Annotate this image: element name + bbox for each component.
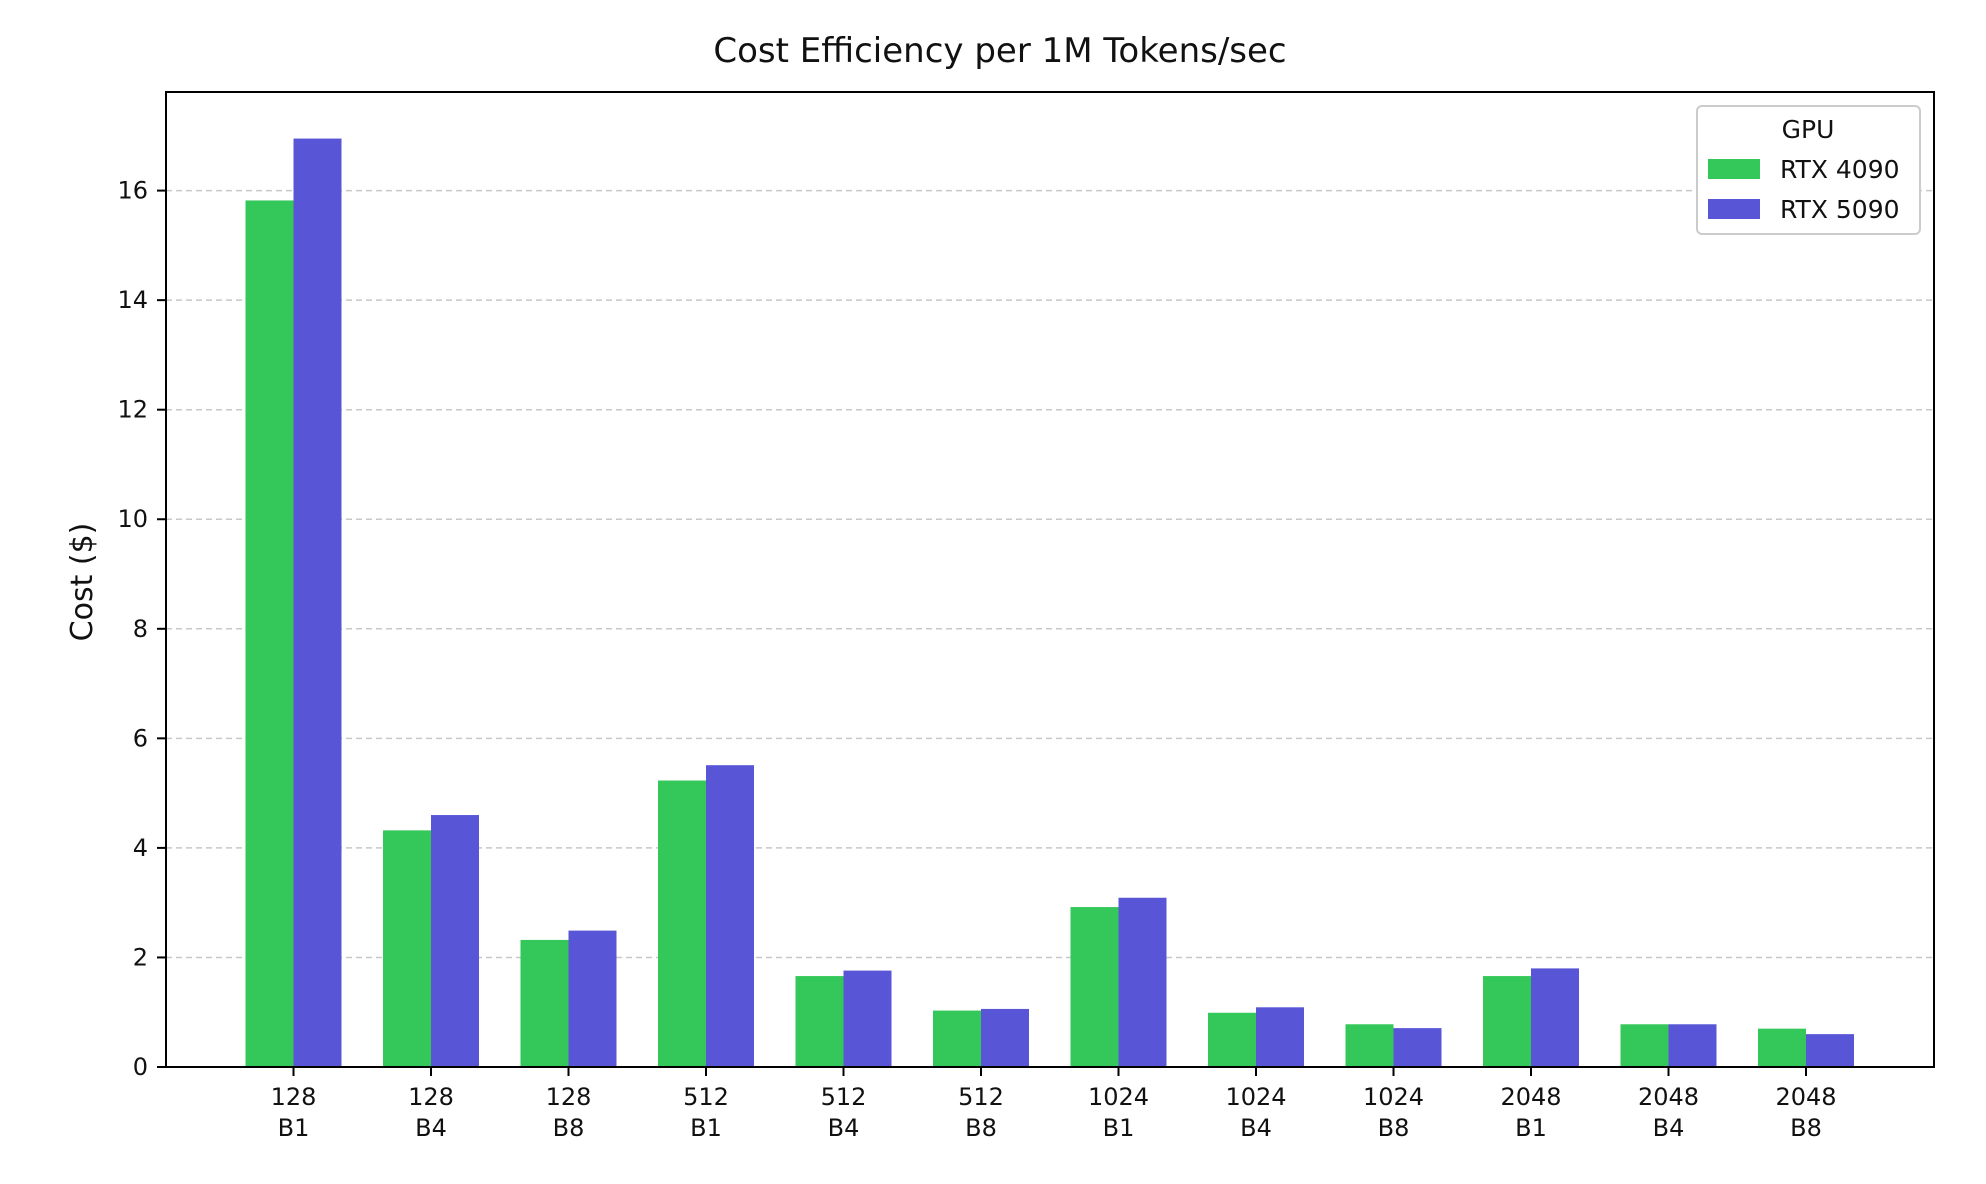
bar-rtx-5090-10 [1668, 1024, 1717, 1067]
x-tick-label: 512 B1 [683, 1083, 729, 1142]
bar-rtx-4090-3 [658, 780, 706, 1067]
y-axis-ticks: 0 2 4 6 8 10 12 14 16 [117, 177, 166, 1081]
x-axis-ticks: 128 B1 128 B4 128 B8 512 B1 512 B4 512 B8 1024 B1 1024… [271, 1067, 1837, 1142]
bar-rtx-4090-7 [1208, 1012, 1256, 1067]
x-tick-label: 2048 B4 [1638, 1083, 1699, 1142]
y-tick-label: 6 [133, 724, 148, 752]
y-tick-label: 4 [133, 834, 148, 862]
legend-title: GPU [1782, 115, 1835, 144]
legend-swatch-rtx-5090 [1708, 199, 1760, 219]
bar-rtx-5090-2 [568, 930, 617, 1067]
x-tick-label: 128 B4 [408, 1083, 454, 1142]
y-tick-label: 14 [117, 286, 148, 314]
y-tick-label: 0 [133, 1053, 148, 1081]
legend-swatch-rtx-4090 [1708, 159, 1760, 179]
x-tick-label: 1024 B8 [1363, 1083, 1424, 1142]
y-tick-label: 10 [117, 505, 148, 533]
x-tick-label: 128 B8 [546, 1083, 592, 1142]
bar-rtx-5090-3 [706, 765, 754, 1067]
x-tick-label: 512 B4 [821, 1083, 867, 1142]
x-tick-label: 1024 B4 [1225, 1083, 1286, 1142]
chart-title: Cost Efficiency per 1M Tokens/sec [713, 31, 1286, 71]
bar-rtx-4090-6 [1070, 907, 1119, 1067]
bar-rtx-4090-0 [245, 200, 294, 1067]
x-tick-label: 128 B1 [271, 1083, 317, 1142]
plot-frame [165, 91, 1935, 1068]
y-axis-label: Cost ($) [65, 523, 100, 642]
bars [245, 138, 1854, 1068]
bar-rtx-5090-9 [1531, 968, 1579, 1067]
legend-label-rtx-5090: RTX 5090 [1780, 195, 1900, 224]
bar-rtx-4090-4 [795, 976, 844, 1067]
x-tick-label: 512 B8 [958, 1083, 1004, 1142]
bar-rtx-5090-1 [431, 815, 479, 1067]
bar-rtx-4090-9 [1483, 976, 1531, 1067]
x-tick-label: 2048 B1 [1500, 1083, 1561, 1142]
legend: GPU RTX 4090 RTX 5090 [1696, 105, 1921, 235]
bar-rtx-4090-2 [520, 939, 569, 1067]
bar-rtx-4090-1 [383, 830, 431, 1067]
y-tick-label: 8 [133, 615, 148, 643]
x-tick-label: 1024 B1 [1088, 1083, 1149, 1142]
bar-rtx-4090-5 [933, 1010, 981, 1067]
bar-rtx-4090-11 [1758, 1028, 1806, 1067]
x-tick-label: 2048 B8 [1775, 1083, 1836, 1142]
bar-rtx-4090-8 [1345, 1024, 1394, 1067]
legend-label-rtx-4090: RTX 4090 [1780, 155, 1900, 184]
bar-rtx-5090-8 [1393, 1028, 1442, 1067]
bar-rtx-5090-6 [1118, 897, 1167, 1067]
bar-rtx-5090-4 [843, 970, 892, 1067]
bar-rtx-5090-11 [1806, 1034, 1854, 1067]
bar-rtx-5090-0 [293, 138, 342, 1068]
y-tick-label: 16 [117, 177, 148, 205]
bar-rtx-5090-7 [1256, 1007, 1304, 1067]
y-tick-label: 12 [117, 396, 148, 424]
y-tick-label: 2 [133, 943, 148, 971]
bar-rtx-4090-10 [1620, 1024, 1669, 1067]
bar-rtx-5090-5 [981, 1008, 1029, 1067]
